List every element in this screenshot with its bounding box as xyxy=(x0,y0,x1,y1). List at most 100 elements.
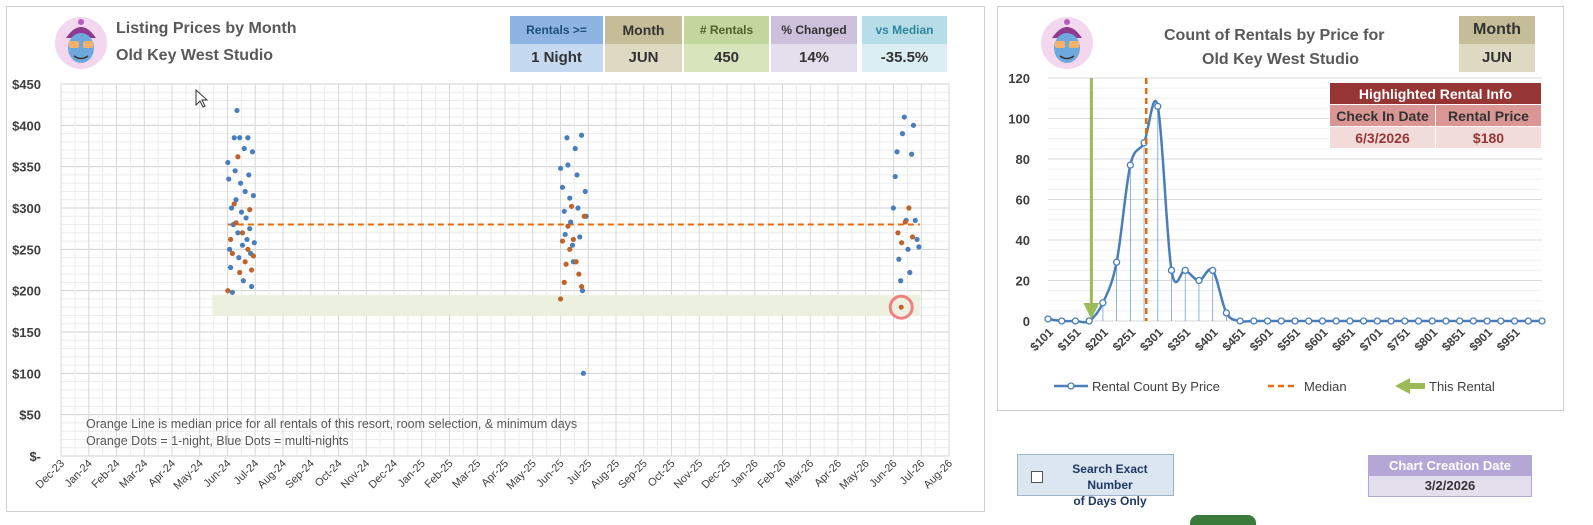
x-tick-label: $601 xyxy=(1302,325,1331,354)
x-tick-label: $951 xyxy=(1494,325,1523,354)
x-tick-label: Jan-24 xyxy=(63,458,95,490)
multi-night-point xyxy=(914,236,920,243)
rental-count-point xyxy=(1318,317,1327,325)
highlighted-rental-point xyxy=(898,304,904,310)
right-month-header: Month xyxy=(1459,16,1535,44)
legend-marker-swatch xyxy=(1067,382,1075,390)
multi-night-point xyxy=(901,114,907,120)
x-tick-label: Mar-25 xyxy=(450,458,483,491)
multi-night-point xyxy=(236,255,242,261)
x-tick-label: Nov-25 xyxy=(672,458,706,492)
partial-green-button[interactable] xyxy=(1190,515,1256,525)
multi-night-point xyxy=(229,289,236,295)
multi-night-point xyxy=(565,162,571,168)
one-night-point xyxy=(225,288,231,294)
x-tick-label: $401 xyxy=(1192,325,1221,354)
multi-night-point xyxy=(890,205,896,211)
kpi-header: % Changed xyxy=(771,16,857,44)
multi-night-point xyxy=(227,246,233,252)
rental-count-point xyxy=(1483,317,1491,325)
x-tick-label: Feb-26 xyxy=(755,458,788,491)
x-tick-label: $801 xyxy=(1412,325,1441,354)
multi-night-point xyxy=(564,135,570,141)
mouse-cursor-icon xyxy=(195,88,209,108)
multi-night-point xyxy=(247,226,253,232)
multi-night-point xyxy=(234,107,240,114)
kpi-box: # Rentals 450 xyxy=(684,16,769,72)
kpi-value: 14% xyxy=(771,44,857,72)
multi-night-point xyxy=(226,176,232,182)
x-tick-label: $301 xyxy=(1137,325,1166,354)
multi-night-point xyxy=(580,370,587,376)
rental-count-point xyxy=(1346,317,1354,325)
x-tick-label: May-25 xyxy=(504,458,538,492)
x-tick-label: Aug-25 xyxy=(589,458,623,492)
rental-count-point xyxy=(1209,266,1217,275)
multi-night-point xyxy=(582,188,588,195)
y-tick-label: $300 xyxy=(12,201,41,216)
y-tick-label: 60 xyxy=(1016,193,1030,208)
one-night-point xyxy=(247,207,253,213)
multi-night-point xyxy=(246,172,252,178)
kpi-value: 1 Night xyxy=(510,44,603,72)
rental-count-point xyxy=(1401,317,1409,325)
rental-count-point xyxy=(1263,317,1272,325)
rental-count-point xyxy=(1359,317,1368,325)
x-tick-label: $101 xyxy=(1027,325,1056,354)
multi-night-point xyxy=(241,145,247,152)
x-tick-label: Jun-25 xyxy=(534,458,566,490)
x-tick-label: May-26 xyxy=(837,458,871,492)
rental-count-point xyxy=(1373,317,1381,325)
rental-count-point xyxy=(1510,317,1519,325)
multi-night-point xyxy=(894,149,900,155)
y-tick-label: $150 xyxy=(12,325,41,340)
search-exact-days-control[interactable]: Search Exact Number of Days Only xyxy=(1017,454,1174,508)
right-title-line2: Old Key West Studio xyxy=(1202,51,1360,68)
this-rental-arrow-head xyxy=(1083,303,1100,319)
y-tick-label: $100 xyxy=(12,366,41,381)
rental-count-point xyxy=(1058,317,1066,325)
one-night-point xyxy=(250,253,256,259)
legend-label: Median xyxy=(1304,379,1347,394)
x-tick-label: Aug-26 xyxy=(922,458,956,492)
rental-count-point xyxy=(1456,317,1464,325)
x-tick-label: Nov-24 xyxy=(339,458,373,492)
x-tick-label: $201 xyxy=(1082,325,1111,354)
multi-night-point xyxy=(243,215,249,221)
x-tick-label: Dec-25 xyxy=(700,458,734,492)
one-night-point xyxy=(242,259,248,265)
highlight-band xyxy=(212,294,920,316)
multi-night-point xyxy=(558,165,564,171)
one-night-point xyxy=(558,296,564,302)
multi-night-point xyxy=(228,205,235,211)
y-tick-label: 20 xyxy=(1016,274,1030,289)
rental-count-point xyxy=(1387,317,1395,325)
rental-count-point xyxy=(1414,317,1423,325)
one-night-point xyxy=(229,250,236,257)
x-tick-label: Jan-26 xyxy=(729,458,761,490)
one-night-point xyxy=(248,267,255,273)
kpi-header: vs Median xyxy=(862,16,947,44)
search-exact-days-checkbox[interactable] xyxy=(1031,471,1043,483)
one-night-point xyxy=(567,246,573,252)
right-title-line1: Count of Rentals by Price for xyxy=(1164,27,1385,44)
x-tick-label: Mar-24 xyxy=(117,458,150,491)
y-tick-label: $450 xyxy=(12,77,41,92)
multi-night-point xyxy=(577,234,583,240)
one-night-point xyxy=(231,201,237,207)
multi-night-point xyxy=(248,283,255,290)
rental-count-point xyxy=(1277,317,1285,325)
kpi-value: 450 xyxy=(684,44,769,72)
rental-count-point xyxy=(1085,317,1093,325)
multi-night-point xyxy=(568,219,574,225)
x-tick-label: $751 xyxy=(1384,325,1413,354)
multi-night-point xyxy=(910,122,917,128)
chart-note-line1: Orange Line is median price for all rent… xyxy=(86,417,577,431)
kpi-value: JUN xyxy=(605,44,682,72)
x-tick-label: $151 xyxy=(1055,325,1084,354)
chart-creation-date-box: Chart Creation Date 3/2/2026 xyxy=(1368,455,1532,497)
multi-night-point xyxy=(905,246,911,252)
y-tick-label: $250 xyxy=(12,242,41,257)
x-tick-label: Feb-24 xyxy=(89,458,122,491)
info-price-value: $180 xyxy=(1435,126,1542,149)
